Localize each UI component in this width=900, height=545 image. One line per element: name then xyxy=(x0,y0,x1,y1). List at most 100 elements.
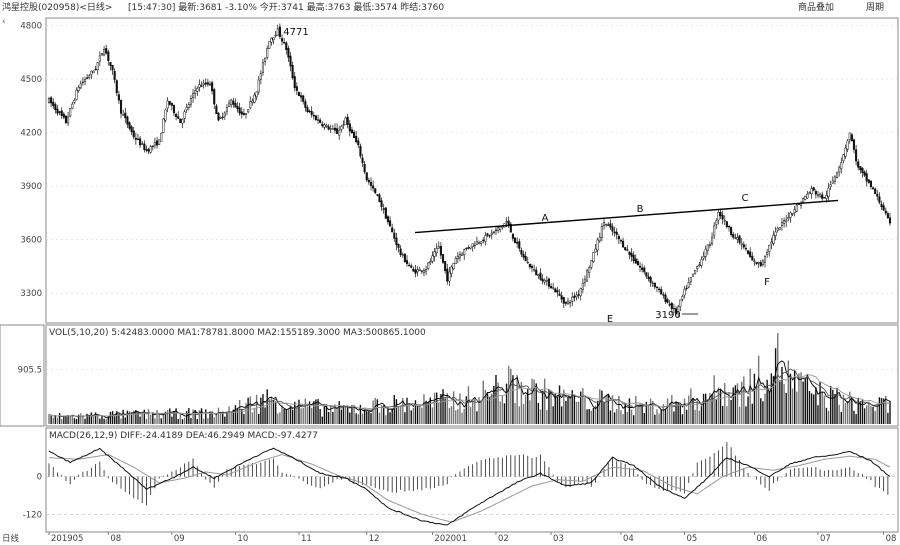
volume-bar xyxy=(169,408,171,424)
volume-bar xyxy=(262,394,264,424)
candle-body xyxy=(867,179,870,183)
volume-bar xyxy=(234,405,237,424)
candle-body xyxy=(747,250,750,254)
volume-bar xyxy=(255,394,258,424)
candle-body xyxy=(702,256,705,259)
volume-bar xyxy=(190,418,192,424)
macd-histogram xyxy=(48,442,889,506)
candle-body xyxy=(211,82,214,92)
candle-body xyxy=(634,258,637,264)
candle-body xyxy=(189,98,192,105)
volume-bar xyxy=(738,406,741,424)
candle-body xyxy=(247,109,250,113)
price-annotations: 4771 3190 A B C E F xyxy=(283,27,839,325)
overlay-button[interactable]: 商品叠加 xyxy=(798,1,834,13)
volume-bar xyxy=(664,409,667,424)
volume-bar xyxy=(524,395,527,424)
candle-body xyxy=(573,295,576,298)
candle-body xyxy=(306,107,309,113)
volume-bar xyxy=(463,408,465,424)
volume-bar xyxy=(637,406,639,424)
volume-bar xyxy=(745,406,747,424)
volume-bar xyxy=(80,413,82,424)
volume-bar xyxy=(58,413,61,424)
candle-body xyxy=(577,294,580,296)
candle-body xyxy=(482,239,485,242)
candle-body xyxy=(181,119,184,124)
volume-bar xyxy=(448,408,451,424)
candle-body xyxy=(751,255,754,261)
candle-body xyxy=(319,119,322,123)
volume-bar xyxy=(817,405,819,424)
volume-bar xyxy=(310,407,313,424)
candle-body xyxy=(261,62,265,73)
volume-bar xyxy=(668,402,671,424)
volume-bar xyxy=(336,407,338,424)
volume-bar xyxy=(304,398,307,424)
candle-body xyxy=(194,90,197,94)
candle-body xyxy=(67,116,70,124)
candle-body xyxy=(431,255,434,262)
volume-bar xyxy=(160,418,162,424)
period-button[interactable]: 周期 xyxy=(866,2,884,13)
volume-bar xyxy=(389,412,391,424)
candle-body xyxy=(876,193,879,197)
volume-bar xyxy=(435,392,438,424)
volume-bar xyxy=(859,401,862,424)
volume-bar xyxy=(556,396,559,424)
candle-body xyxy=(206,82,209,85)
candle-body xyxy=(391,227,394,233)
candle-body xyxy=(795,204,798,212)
candle-body xyxy=(674,308,678,315)
volume-bar xyxy=(355,413,357,424)
candle-body xyxy=(700,259,703,266)
candle-body xyxy=(213,89,216,105)
volume-bar xyxy=(849,391,851,424)
candle-body xyxy=(586,270,589,282)
volume-bar xyxy=(77,414,80,424)
volume-bar xyxy=(215,414,218,424)
volume-bar xyxy=(681,414,684,424)
volume-bar xyxy=(527,388,529,424)
volume-bar xyxy=(658,413,660,424)
volume-bar xyxy=(707,399,709,424)
candle-body xyxy=(329,128,332,130)
candle-body xyxy=(687,282,690,288)
candle-body xyxy=(162,118,165,133)
candle-body xyxy=(175,114,178,117)
collapse-arrow-icon[interactable]: ‹ xyxy=(2,17,5,27)
volume-bar xyxy=(342,405,345,424)
candle-body xyxy=(367,180,370,183)
volume-bar xyxy=(334,404,336,424)
volume-bar xyxy=(762,401,764,424)
volume-panel-frame xyxy=(45,324,899,427)
volume-bar xyxy=(516,375,518,424)
volume-bar xyxy=(296,407,298,424)
candle-body xyxy=(420,270,423,272)
candle-body xyxy=(47,98,51,103)
candle-body xyxy=(143,143,146,150)
candle-body xyxy=(437,245,440,249)
candle-body xyxy=(755,262,758,264)
diff-line xyxy=(48,447,891,526)
candle-body xyxy=(761,260,764,265)
candle-body xyxy=(668,303,671,306)
volume-bar xyxy=(641,404,643,424)
volume-bar xyxy=(281,405,283,424)
candle-body xyxy=(219,117,222,119)
volume-bar xyxy=(717,387,720,424)
candle-body xyxy=(96,62,99,71)
candle-body xyxy=(855,149,858,162)
candle-body xyxy=(291,65,294,79)
volume-bar xyxy=(251,412,254,424)
volume-bar xyxy=(357,414,359,424)
candle-body xyxy=(348,123,351,132)
volume-bar xyxy=(217,407,220,424)
volume-bar xyxy=(383,405,385,424)
candle-body xyxy=(658,288,661,291)
volume-bar xyxy=(313,401,315,424)
candle-body xyxy=(793,209,796,213)
candle-body xyxy=(425,269,428,272)
candle-body xyxy=(645,272,648,277)
volume-bar xyxy=(61,419,63,424)
